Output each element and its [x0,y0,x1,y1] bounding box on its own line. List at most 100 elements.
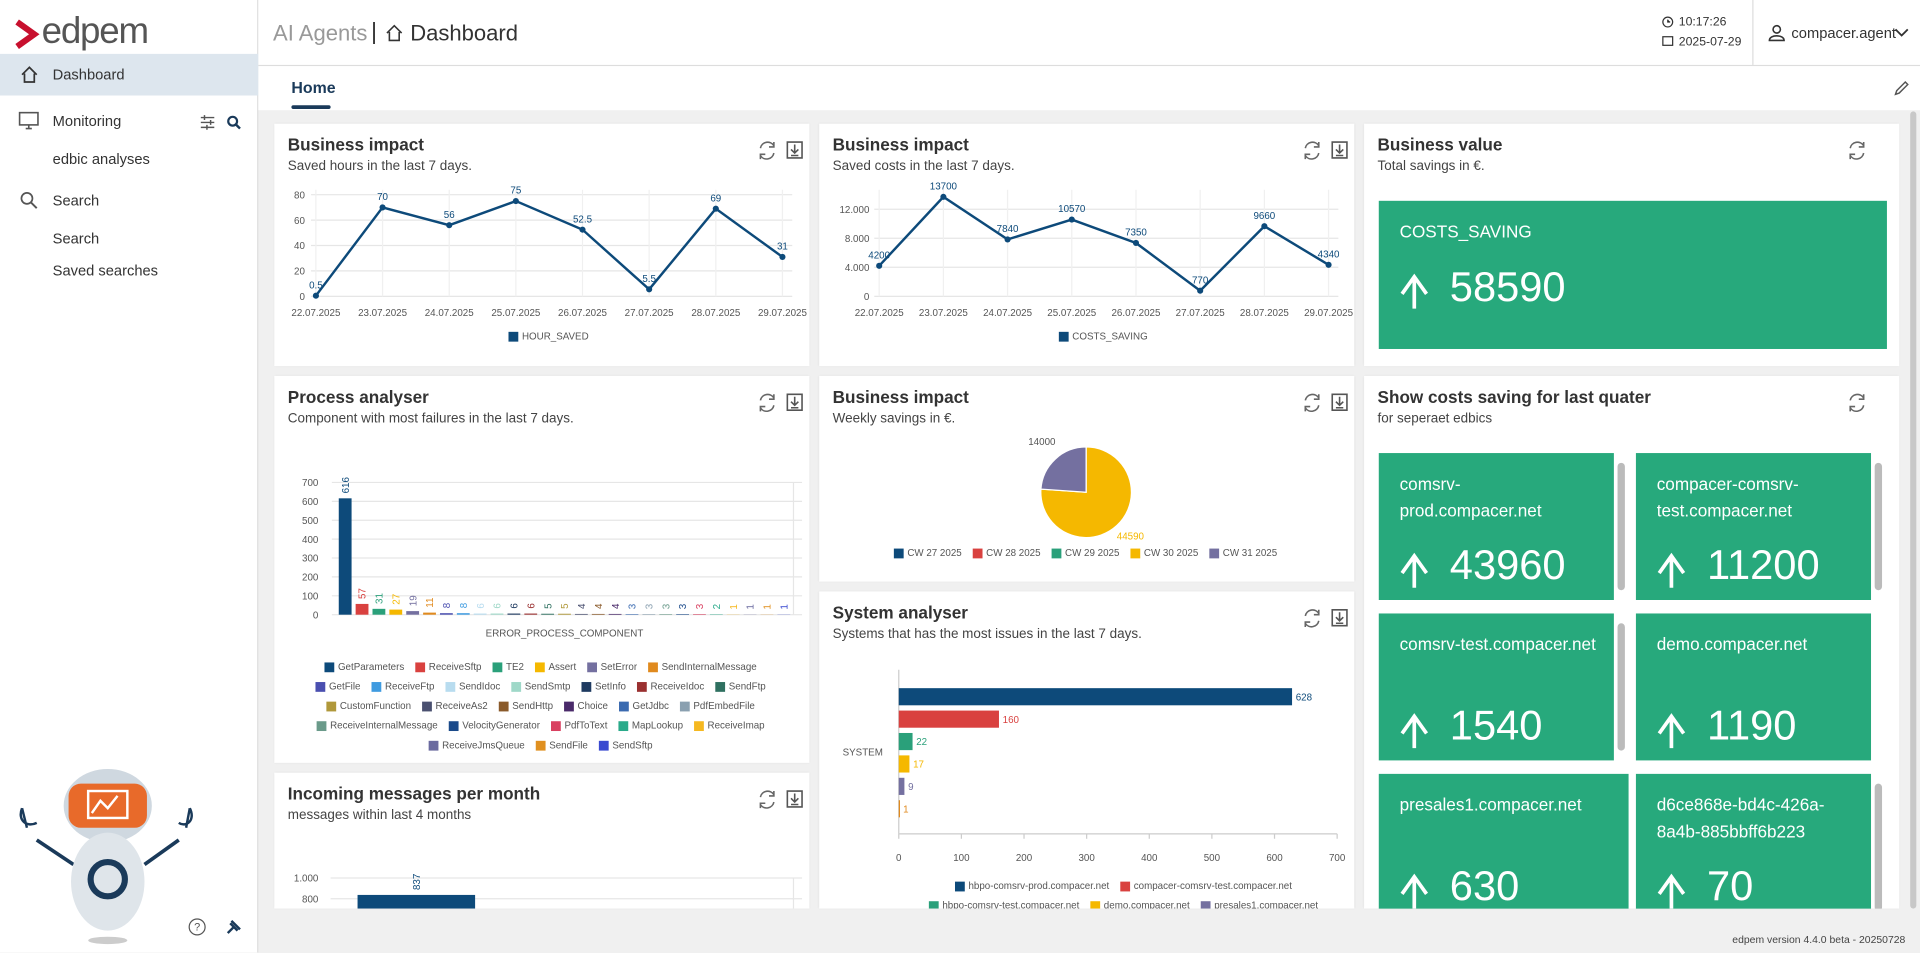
page-scrollbar[interactable] [1910,111,1917,909]
help-pin[interactable]: ? [187,917,248,937]
download-icon [786,790,803,808]
legend-swatch [511,682,522,692]
divider [1752,0,1754,65]
download-button[interactable] [786,393,803,412]
kpi-tile[interactable]: COSTS_SAVING 58590 [1378,200,1887,349]
svg-text:?: ? [194,922,200,934]
refresh-button[interactable] [759,790,775,809]
bar [439,613,453,615]
refresh-button[interactable] [1304,609,1320,628]
refresh-button[interactable] [1304,141,1320,160]
download-button[interactable] [1331,609,1348,627]
legend-swatch [648,662,658,673]
nav-item[interactable]: edbic analyses [52,150,150,168]
nav-item[interactable]: Dashboard [52,66,125,84]
nav-item[interactable]: Search [52,230,100,248]
breadcrumb-section[interactable]: AI Agents [273,20,368,46]
point [646,286,653,293]
widget: Business value Total savings in €. COSTS_S… [1364,123,1900,367]
legend-swatch [498,701,509,712]
refresh-icon [1849,141,1865,160]
legend-label: hbpo-comsrv-test.compacer.net [942,901,1079,909]
kpi-name: comsrv-prod.compacer.net [1399,473,1542,521]
legend-swatch [1200,901,1211,909]
line [314,199,784,297]
tile-scrollbar[interactable] [1617,462,1625,591]
bar [507,613,521,615]
data-label: 31 [375,593,386,604]
up-arrow [1657,713,1686,749]
refresh-button[interactable] [759,393,775,412]
legend-label: SendFtp [729,682,767,693]
data-label: 3 [628,603,639,609]
kpi-tile[interactable]: demo.compacer.net 1190 [1635,613,1872,761]
kpi-tile[interactable]: comsrv-prod.compacer.net 43960 [1378,453,1614,601]
data-label: 19 [408,595,419,606]
widget-subtitle: Total savings in €. [1377,159,1485,174]
data-label: 31 [777,242,788,253]
tab[interactable]: Home [291,78,336,97]
legend-label: demo.compacer.net [1104,901,1190,909]
legend-swatch [550,721,561,732]
kpi-tile[interactable]: compacer-comsrv-test.compacer.net 11200 [1635,453,1872,601]
bar [898,755,910,773]
monitor-icon [18,111,39,130]
user-caret[interactable] [1894,27,1909,39]
download-button[interactable] [1331,141,1348,159]
edit-icon[interactable] [1893,80,1910,97]
legend-label: SetInfo [595,682,627,693]
kpi-name: comsrv-test.compacer.net [1399,634,1596,654]
legend-swatch [954,881,965,892]
tile-scrollbar[interactable] [1874,783,1883,909]
download-button[interactable] [1331,393,1348,412]
refresh-icon [1304,141,1320,160]
nav-item[interactable]: Monitoring [52,112,122,130]
active-item[interactable] [0,53,259,96]
legend-swatch [928,901,939,909]
bar [541,613,555,615]
widget-actions [759,790,803,809]
tile-scrollbar[interactable] [1617,623,1625,751]
data-label: 52.5 [573,214,593,225]
bar [574,613,588,615]
y-tick-label: 300 [302,554,319,565]
widget-actions [1304,141,1348,160]
widget: Process analyser Component with most fail… [274,375,810,763]
y-tick-label: 0 [864,292,870,303]
legend-swatch [371,682,382,692]
kpi-value: 630 [1449,863,1520,909]
legend-swatch [893,548,904,559]
data-label: 1 [903,804,908,815]
refresh-button[interactable] [1849,393,1865,412]
x-tick-label: 22.07.2025 [291,308,341,319]
legend-label: ReceiveJmsQueue [442,740,525,751]
refresh-button[interactable] [1849,141,1865,160]
refresh-button[interactable] [1304,393,1320,412]
download-icon [1331,141,1348,159]
nav-item[interactable]: Search [52,192,100,210]
bar [490,613,504,615]
data-label: 4200 [868,250,890,261]
x-axis-label: ERROR_PROCESS_COMPONENT [486,629,644,640]
download-button[interactable] [786,141,803,159]
point [779,253,786,261]
data-label: 7840 [997,224,1019,235]
refresh-icon [759,393,775,412]
monitor-tools[interactable] [200,114,244,131]
bar [338,498,352,615]
refresh-button[interactable] [759,141,775,160]
user-name[interactable]: compacer.agent [1791,24,1896,42]
search-icon [20,192,38,209]
nav-item[interactable]: Saved searches [52,262,159,280]
refresh-icon [1849,393,1865,412]
kpi-tile[interactable]: presales1.compacer.net 630 [1378,773,1629,909]
legend-label: CW 30 2025 [1144,548,1199,559]
download-button[interactable] [786,790,803,808]
kpi-tile[interactable]: comsrv-test.compacer.net 1540 [1378,613,1614,761]
legend-swatch [324,662,335,673]
tile-scrollbar[interactable] [1874,462,1883,591]
kpi-tile[interactable]: d6ce868e-bd4c-426a-8a4b-885bbff6b223 70 [1635,773,1872,909]
robot [19,768,193,945]
legend-label: SendFile [549,740,588,751]
